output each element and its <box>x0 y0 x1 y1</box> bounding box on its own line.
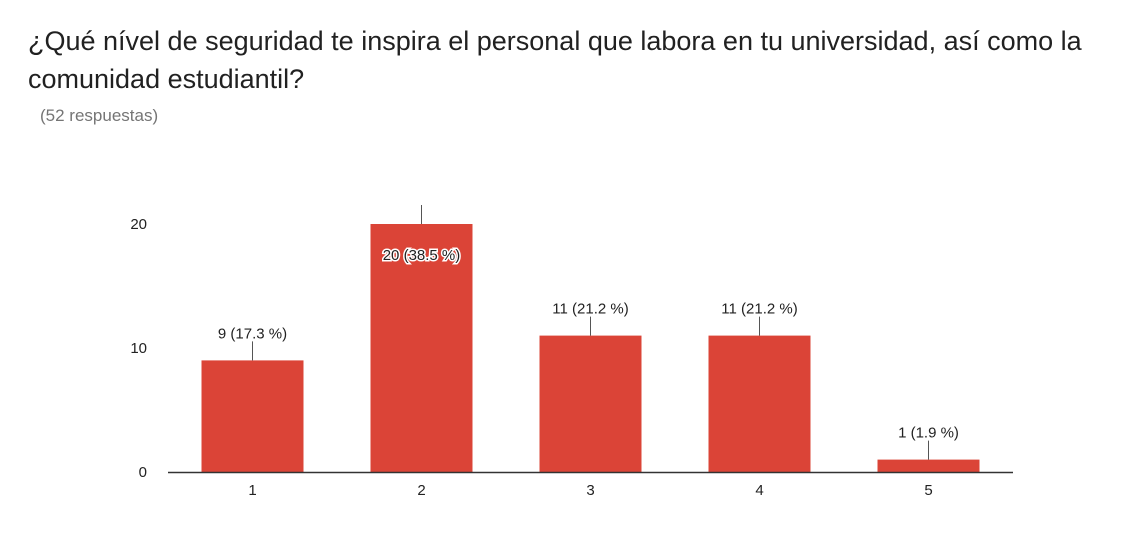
response-count: (52 respuestas) <box>40 106 159 125</box>
x-tick-label: 4 <box>755 482 763 499</box>
x-tick-label: 2 <box>417 482 425 499</box>
bar-5 <box>877 459 980 472</box>
x-tick-label: 1 <box>248 482 256 499</box>
data-label: 11 (21.2 %) <box>552 301 628 318</box>
data-labels-group: 9 (17.3 %) 20 (38.5 %) 11 (21.2 %) 11 (21.2… <box>218 205 959 460</box>
x-tick-label: 5 <box>924 482 932 499</box>
bars-group <box>201 224 980 472</box>
y-tick-label: 10 <box>130 340 147 357</box>
x-axis-ticks: 1 2 3 4 5 <box>248 482 932 499</box>
data-label: 9 (17.3 %) <box>218 325 287 342</box>
y-tick-label: 20 <box>130 216 147 233</box>
bar-3 <box>539 335 642 472</box>
data-label: 20 (38.5 %) <box>383 247 461 264</box>
x-tick-label: 3 <box>586 482 594 499</box>
y-tick-label: 0 <box>139 464 147 481</box>
bar-1 <box>201 360 304 472</box>
data-label: 1 (1.9 %) <box>898 425 959 442</box>
bar-2 <box>370 224 473 472</box>
y-axis-ticks: 0 10 20 <box>130 216 147 481</box>
bar-4 <box>708 335 811 472</box>
data-label: 11 (21.2 %) <box>721 301 797 318</box>
chart-title: ¿Qué nível de seguridad te inspira el pe… <box>28 26 1082 94</box>
